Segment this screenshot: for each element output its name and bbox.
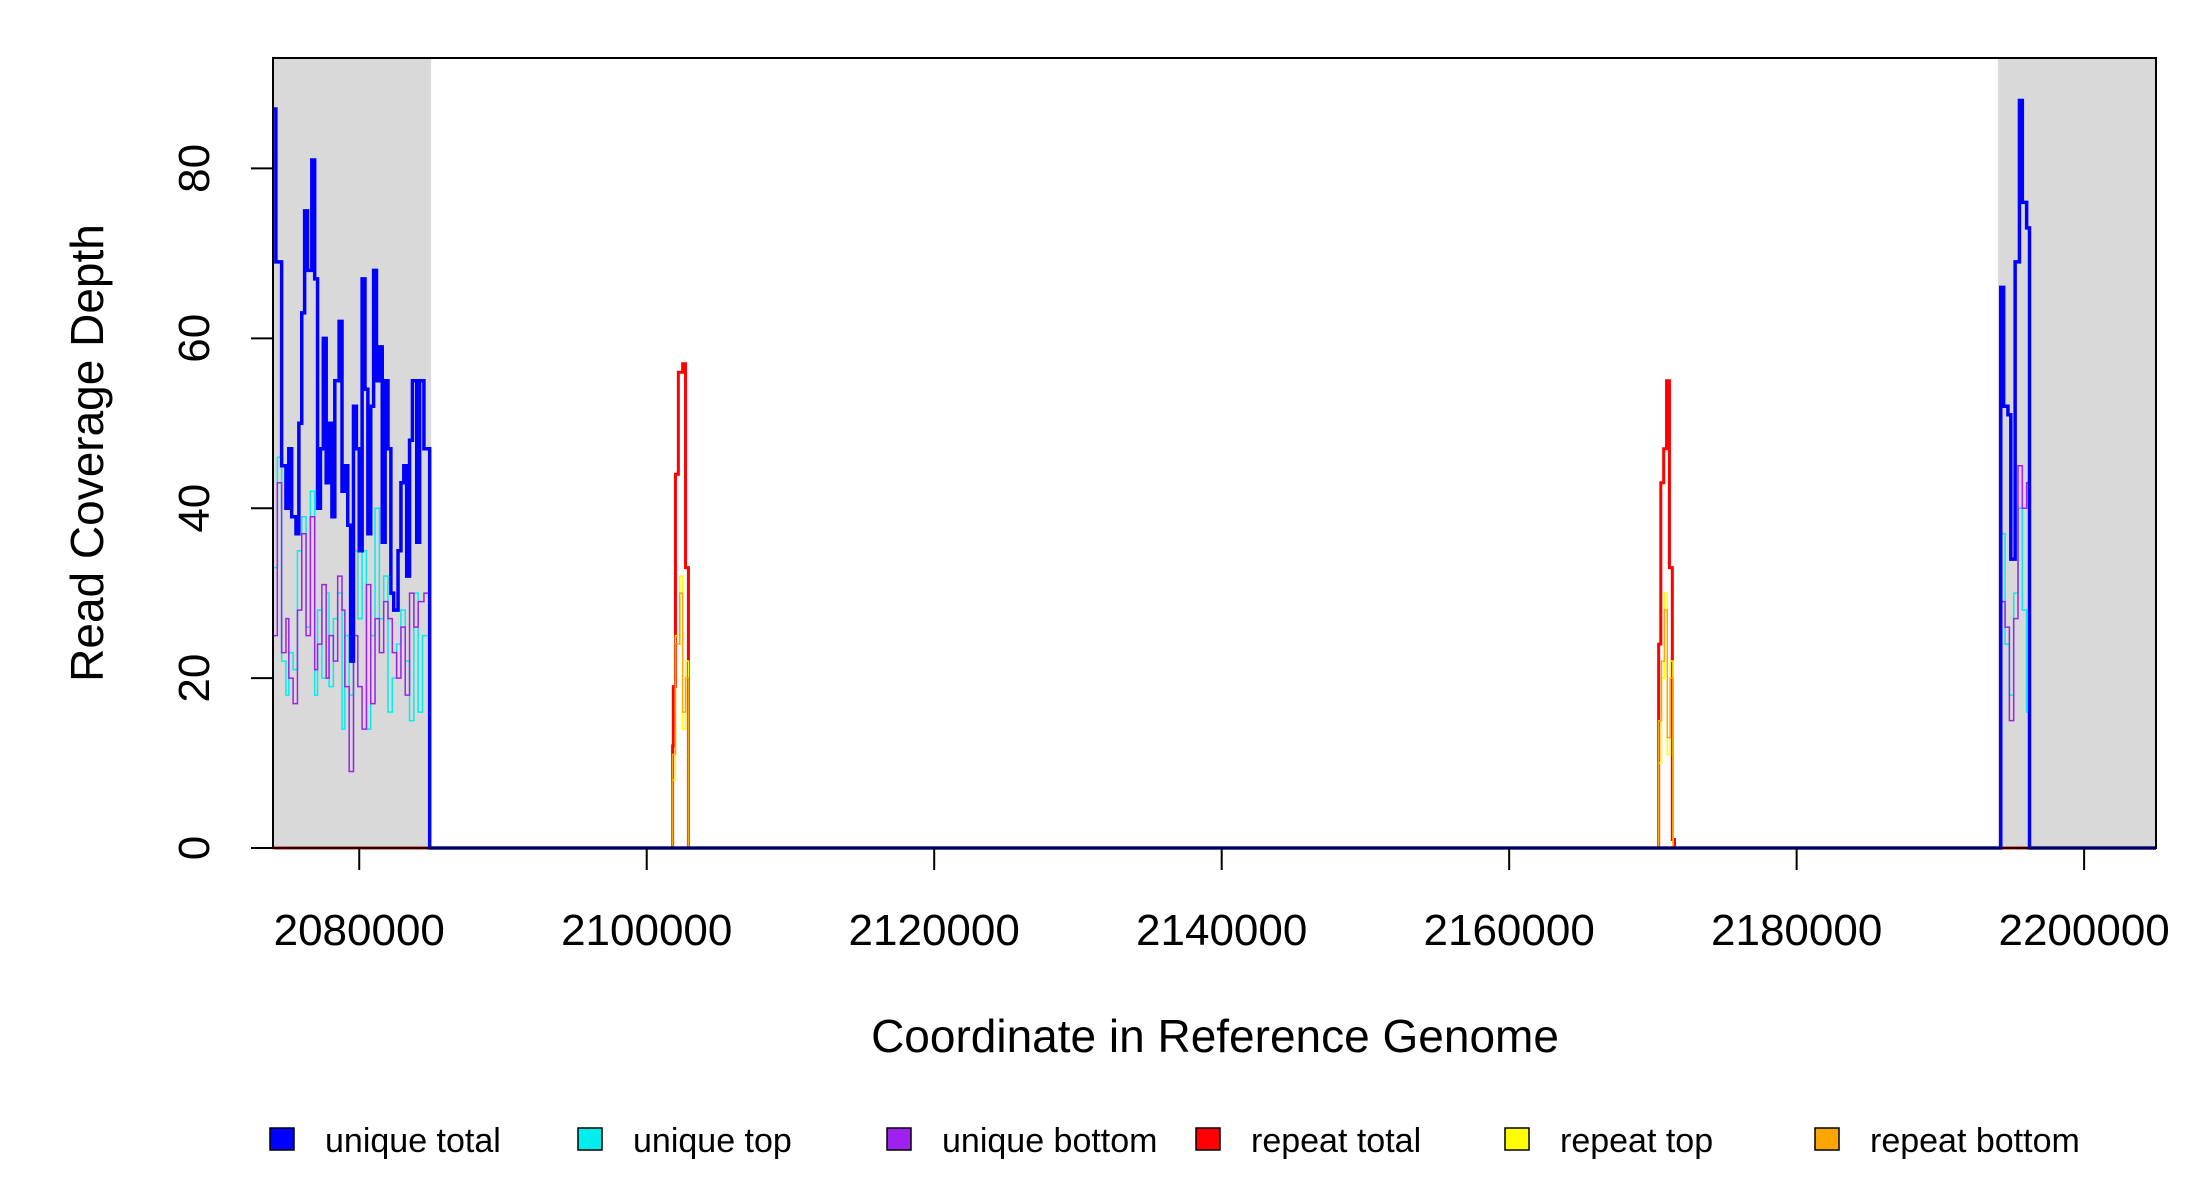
- y-tick-label: 60: [170, 314, 219, 363]
- series-unique-total: [273, 98, 2156, 850]
- y-tick-label: 0: [170, 836, 219, 860]
- legend-label: repeat top: [1560, 1122, 1713, 1160]
- legend-label: repeat bottom: [1870, 1122, 2080, 1160]
- legend-swatch: [1814, 1127, 1840, 1151]
- x-tick-label: 2140000: [1136, 906, 1307, 955]
- series-unique-top: [273, 456, 2156, 849]
- shaded-region-2: [1997, 58, 2156, 848]
- x-tick-label: 2200000: [1998, 906, 2169, 955]
- x-tick-label: 2080000: [274, 906, 445, 955]
- legend-swatch: [1504, 1127, 1530, 1151]
- legend-label: repeat total: [1251, 1122, 1421, 1160]
- series-repeat-bottom: [273, 592, 2156, 849]
- y-tick-label: 40: [170, 484, 219, 533]
- x-axis-title: Coordinate in Reference Genome: [871, 1010, 1559, 1062]
- legend-label: unique total: [325, 1122, 501, 1160]
- legend-label: unique top: [633, 1122, 792, 1160]
- y-tick-label: 80: [170, 144, 219, 193]
- x-tick-label: 2180000: [1711, 906, 1882, 955]
- series-lines: [273, 98, 2156, 850]
- y-tick-label: 20: [170, 654, 219, 703]
- series-unique-bottom: [273, 464, 2156, 849]
- legend-swatch: [269, 1127, 295, 1151]
- y-axis: 0 20 40 60 80: [170, 144, 274, 860]
- y-axis-title: Read Coverage Depth: [61, 224, 113, 682]
- legend-swatch: [1195, 1127, 1221, 1151]
- legend-swatch: [886, 1127, 912, 1151]
- x-tick-label: 2160000: [1424, 906, 1595, 955]
- shaded-regions: [273, 58, 2156, 848]
- x-tick-label: 2120000: [849, 906, 1020, 955]
- legend-swatch: [577, 1127, 603, 1151]
- x-tick-label: 2100000: [561, 906, 732, 955]
- legend: unique total unique top unique bottom repea…: [269, 1122, 2080, 1160]
- x-axis: 2080000 2100000 2120000 2140000 2160000 21800…: [274, 847, 2170, 955]
- legend-label: unique bottom: [942, 1122, 1158, 1160]
- series-repeat-top: [273, 575, 2156, 849]
- plot-frame: [272, 57, 2157, 849]
- series-repeat-total: [273, 362, 2156, 850]
